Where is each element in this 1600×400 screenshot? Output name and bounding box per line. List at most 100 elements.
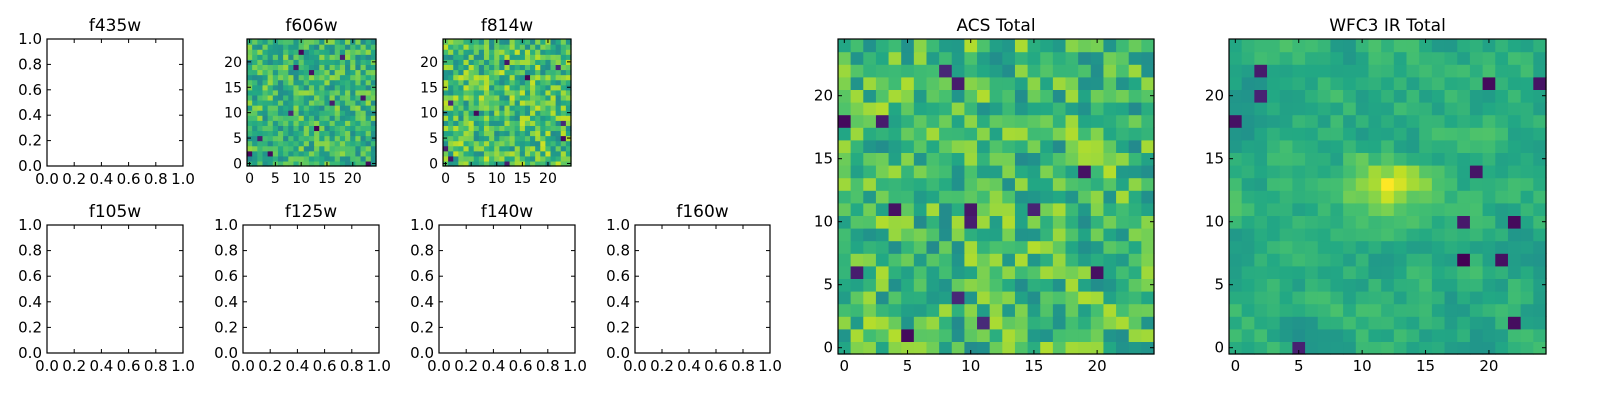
heatmap-cell [545,84,552,91]
heatmap-cell [1469,114,1484,128]
heatmap-cell [283,84,289,91]
heatmap-cell [1002,328,1016,342]
heatmap-cell [901,278,915,292]
heatmap-cell [550,125,557,132]
heatmap-cell [355,130,362,137]
heatmap-cell [1406,278,1420,292]
heatmap-cell [850,228,864,242]
heatmap-cell [863,139,877,153]
heatmap-cell [545,145,552,152]
heatmap-cell [1128,89,1142,103]
heatmap-cell [1128,51,1142,65]
heatmap-cell [443,89,449,96]
heatmap-cell [473,105,480,111]
heatmap-cell [298,105,305,111]
heatmap-cell [519,105,526,111]
heatmap-cell [463,44,470,50]
heatmap-cell [473,69,480,76]
heatmap-cell [293,39,300,45]
heatmap-cell [1292,139,1306,153]
heatmap-cell [1355,328,1370,342]
heatmap-cell [1279,328,1293,342]
heatmap-cell [565,89,572,96]
heatmap-cell [499,59,506,65]
heatmap-cell [555,140,562,147]
heatmap-cell [1495,102,1509,116]
heatmap-cell [308,99,315,106]
heatmap-cell [964,303,978,317]
heatmap-cell [964,202,978,216]
heatmap-cell [483,99,490,106]
heatmap-cell [989,51,1003,65]
heatmap-cell [468,145,475,152]
heatmap-cell [468,120,475,126]
heatmap-cell [514,54,521,60]
heatmap-cell [499,39,506,45]
heatmap-cell [1116,39,1130,53]
heatmap-cell [483,84,490,91]
heatmap-cell [1027,51,1041,65]
heatmap-cell [1027,139,1041,153]
heatmap-cell [483,160,490,167]
heatmap-cell [555,39,562,45]
heatmap-cell [499,54,506,60]
heatmap-cell [1355,215,1370,229]
heatmap-cell [524,84,531,91]
heatmap-cell [499,74,506,81]
heatmap-cell [319,84,325,91]
heatmap-cell [252,79,258,86]
heatmap-cell [545,94,552,101]
heatmap-cell [1267,253,1281,267]
heatmap-cell [1381,278,1395,292]
heatmap-cell [1330,328,1344,342]
heatmap-cell [1419,139,1433,153]
heatmap-cell [478,135,485,142]
heatmap-cell [545,105,552,111]
heatmap-cell [875,278,890,292]
heatmap-cell [545,115,552,121]
heatmap-cell [838,303,852,317]
heatmap-cell [989,139,1003,153]
subplot-title: f125w [285,202,337,222]
heatmap-cell [850,265,864,279]
heatmap-cell [530,74,536,81]
heatmap-cell [863,190,877,204]
heatmap-cell [1027,152,1041,166]
heatmap-cell [1052,278,1067,292]
y-tick-label: 0.4 [410,293,434,311]
heatmap-cell [1444,114,1458,128]
heatmap-cell [514,125,521,132]
heatmap-cell [252,59,258,65]
heatmap-cell [1368,328,1382,342]
heatmap-cell [308,49,315,55]
heatmap-cell [1065,76,1079,90]
heatmap-cell [540,79,546,86]
heatmap-cell [324,155,331,162]
heatmap-cell [1457,102,1471,116]
heatmap-cell [1507,215,1522,229]
heatmap-cell [345,160,351,167]
heatmap-cell [519,44,526,50]
heatmap-cell [1482,102,1496,116]
heatmap-cell [277,105,284,111]
heatmap-cell [339,125,346,132]
heatmap-cell [514,74,521,81]
heatmap-cell [1406,228,1420,242]
heatmap-cell [1090,89,1105,103]
heatmap-cell [324,115,331,121]
heatmap-cell [926,190,940,204]
heatmap-cell [555,130,562,137]
heatmap-cell [1254,328,1268,342]
heatmap-cell [1027,328,1041,342]
heatmap-cell [1090,278,1105,292]
heatmap-cell [1495,253,1509,267]
heatmap-cell [339,79,346,86]
heatmap-cell [303,115,310,121]
heatmap-cell [1267,64,1281,78]
heatmap-cell [509,120,516,126]
heatmap-cell [565,39,572,45]
heatmap-cell [951,341,965,355]
heatmap-cell [535,110,541,116]
heatmap-cell [483,140,490,147]
